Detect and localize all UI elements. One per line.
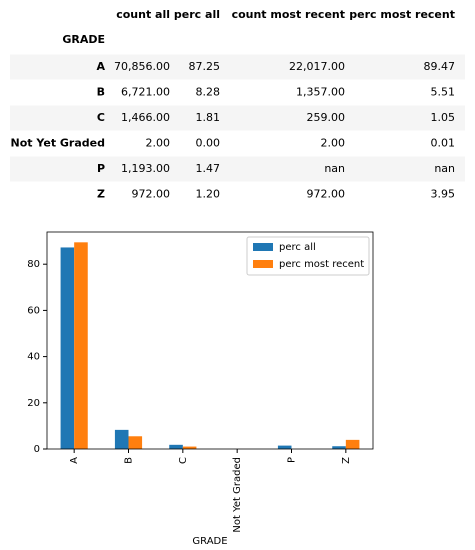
row-label: C bbox=[97, 111, 105, 124]
x-axis-label: GRADE bbox=[192, 536, 227, 547]
cell: 8.28 bbox=[196, 86, 221, 99]
cell: 1,357.00 bbox=[296, 86, 345, 99]
axes-frame bbox=[46, 231, 374, 450]
bar bbox=[182, 446, 197, 449]
cell: 1,193.00 bbox=[121, 162, 170, 175]
cell: 1,466.00 bbox=[121, 111, 170, 124]
cell: nan bbox=[324, 162, 345, 175]
y-tick-label: 60 bbox=[27, 305, 40, 316]
cell: nan bbox=[434, 162, 455, 175]
row-label: Not Yet Graded bbox=[11, 137, 105, 150]
cell: 22,017.00 bbox=[289, 60, 345, 73]
cell: 0.00 bbox=[196, 137, 221, 150]
cell: 0.01 bbox=[431, 137, 456, 150]
x-tick-label: P bbox=[287, 457, 298, 463]
bar bbox=[114, 429, 129, 449]
bar bbox=[332, 446, 346, 449]
cell: 2.00 bbox=[321, 137, 346, 150]
row-label: P bbox=[97, 162, 105, 175]
bar bbox=[169, 444, 183, 449]
column-header: count all bbox=[116, 8, 170, 21]
cell: 70,856.00 bbox=[114, 60, 170, 73]
cell: 89.47 bbox=[424, 60, 456, 73]
cell: 972.00 bbox=[132, 188, 171, 201]
column-header: perc all bbox=[174, 8, 220, 21]
cell: 87.25 bbox=[189, 60, 221, 73]
cell: 1.05 bbox=[431, 111, 456, 124]
cell: 1.20 bbox=[196, 188, 221, 201]
cell: 1.81 bbox=[196, 111, 221, 124]
index-name: GRADE bbox=[62, 33, 105, 46]
legend-swatch bbox=[253, 260, 273, 268]
row-label: Z bbox=[97, 188, 105, 201]
bar bbox=[60, 247, 75, 449]
row-label: A bbox=[96, 60, 105, 73]
column-header: perc most recent bbox=[349, 8, 455, 21]
column-header: count most recent bbox=[232, 8, 345, 21]
row-stripe bbox=[10, 105, 465, 131]
legend-box bbox=[246, 236, 370, 276]
y-tick-label: 0 bbox=[34, 444, 40, 455]
cell: 1.47 bbox=[196, 162, 221, 175]
x-tick-label: A bbox=[69, 457, 80, 464]
row-stripe bbox=[10, 54, 465, 80]
cell: 2.00 bbox=[146, 137, 171, 150]
row-stripe bbox=[10, 156, 465, 182]
y-tick-label: 40 bbox=[27, 352, 40, 363]
bar bbox=[345, 439, 360, 449]
cell: 259.00 bbox=[307, 111, 346, 124]
legend-swatch bbox=[253, 243, 273, 251]
x-tick-label: B bbox=[124, 457, 135, 464]
bar bbox=[277, 445, 292, 449]
legend-label: perc all bbox=[279, 242, 316, 253]
bar bbox=[74, 242, 88, 449]
bar bbox=[128, 436, 143, 449]
legend-label: perc most recent bbox=[279, 259, 364, 270]
cell: 6,721.00 bbox=[121, 86, 170, 99]
row-label: B bbox=[97, 86, 105, 99]
y-tick-label: 20 bbox=[27, 398, 40, 409]
x-tick-label: Not Yet Graded bbox=[232, 457, 243, 533]
y-tick-label: 80 bbox=[27, 259, 40, 270]
x-tick-label: C bbox=[178, 457, 189, 464]
cell: 5.51 bbox=[431, 86, 456, 99]
cell: 3.95 bbox=[431, 188, 456, 201]
cell: 972.00 bbox=[307, 188, 346, 201]
x-tick-label: Z bbox=[341, 457, 352, 464]
